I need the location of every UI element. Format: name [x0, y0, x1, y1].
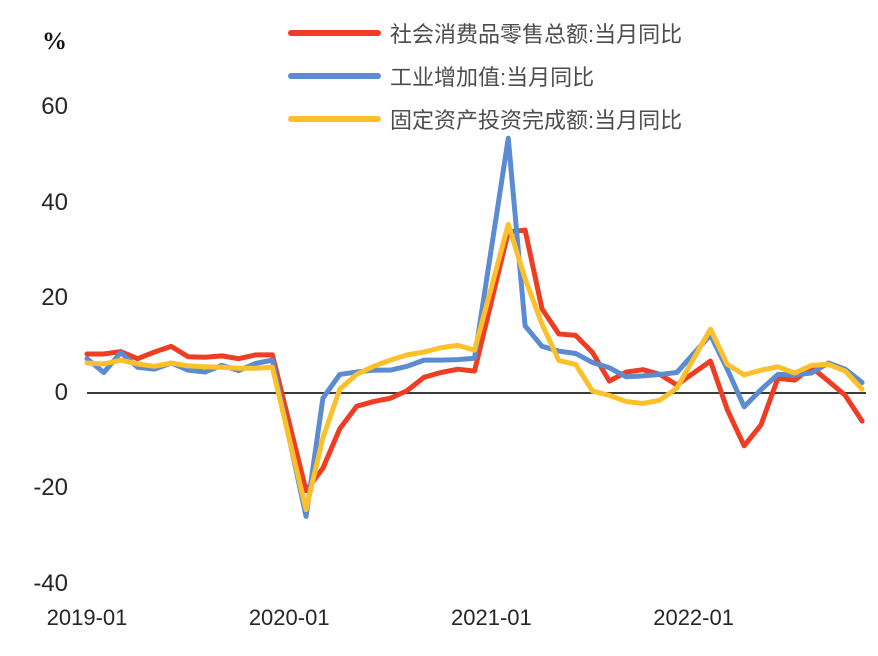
legend: 社会消费品零售总额:当月同比 工业增加值:当月同比固定资产投资完成额:当月同比: [288, 11, 682, 140]
x-tick-label: 2021-01: [451, 605, 532, 630]
legend-item-label: 固定资产投资完成额:当月同比: [390, 107, 683, 133]
legend-item-label: 社会消费品零售总额:当月同比: [390, 21, 683, 47]
legend-item-industrial-output: 工业增加值:当月同比: [288, 54, 682, 97]
legend-line-swatch-icon: [288, 72, 381, 79]
x-tick-label: 2019-01: [46, 605, 128, 630]
x-tick-label: 2022-01: [653, 605, 734, 630]
legend-line-swatch-icon: [288, 115, 381, 122]
y-tick-label: 20: [41, 283, 68, 311]
series-line-retail-sales: [84, 227, 865, 494]
series-line-industrial-output: [84, 135, 865, 519]
y-axis-unit-label: %: [42, 28, 67, 55]
legend-line-swatch-icon: [288, 29, 381, 36]
legend-item-retail-sales: 社会消费品零售总额:当月同比: [288, 11, 682, 54]
y-tick-label: 40: [41, 188, 68, 216]
legend-item-label: 工业增加值:当月同比: [390, 64, 595, 90]
legend-item-fixed-asset-investment: 固定资产投资完成额:当月同比: [288, 97, 682, 140]
x-tick-label: 2020-01: [248, 605, 330, 630]
y-tick-label: 0: [54, 379, 68, 406]
series-line-fixed-asset-investment: [84, 221, 865, 513]
y-tick-label: -20: [33, 474, 68, 502]
y-tick-label: -40: [33, 569, 68, 597]
y-tick-label: 60: [41, 93, 68, 121]
